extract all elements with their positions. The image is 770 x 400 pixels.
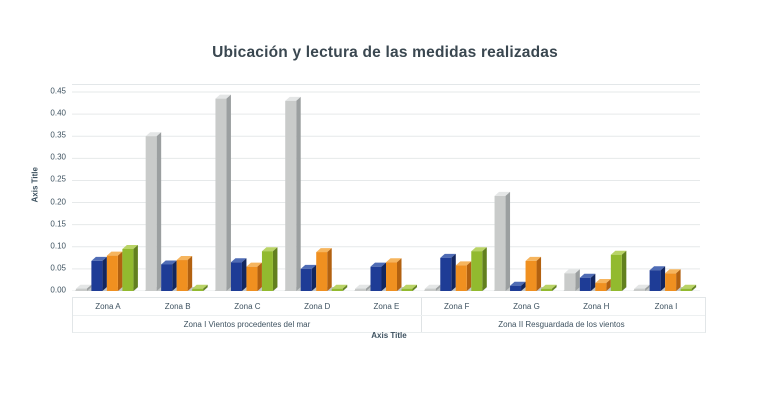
- bar-orange-zona-b: [176, 256, 193, 291]
- category-label-zona-b: Zona B: [164, 302, 191, 311]
- bar-gray-zona-g: [494, 191, 511, 291]
- bar-blue-zona-g: [510, 281, 526, 291]
- category-label-zona-d: Zona D: [304, 302, 331, 311]
- category-label-zona-c: Zona C: [234, 302, 261, 311]
- bar-gray-zona-a: [75, 284, 92, 291]
- plot-area: [72, 84, 700, 291]
- category-label-zona-f: Zona F: [444, 302, 470, 311]
- bar-gray-zona-i: [634, 284, 650, 291]
- bar-green-zona-i: [680, 284, 697, 291]
- category-label-zona-a: Zona A: [95, 302, 121, 311]
- bar-blue-zona-d: [300, 264, 317, 291]
- bar-green-zona-h: [610, 250, 627, 291]
- y-tick-label: 0.45: [50, 86, 66, 96]
- bar-green-zona-f: [471, 247, 487, 291]
- bar-gray-zona-h: [564, 269, 580, 291]
- y-tick-label: 0.40: [50, 108, 66, 118]
- y-tick-label: 0.25: [50, 174, 66, 184]
- y-tick-label: 0.10: [50, 241, 66, 251]
- category-group-label-1: Zona I Vientos procedentes del mar: [73, 316, 422, 332]
- bar-blue-zona-a: [91, 256, 107, 291]
- y-tick-label: 0.20: [50, 197, 66, 207]
- y-tick-label: 0.00: [50, 285, 66, 295]
- bar-gray-zona-c: [215, 94, 231, 291]
- category-label-zona-e: Zona E: [352, 298, 422, 315]
- bar-blue-zona-f: [440, 253, 456, 291]
- bar-blue-zona-h: [579, 273, 596, 291]
- bar-orange-zona-d: [316, 248, 332, 291]
- category-axis-table: Zona A Zona B Zona C Zona D Zona E Zona F Zona…: [72, 297, 706, 333]
- y-tick-label: 0.15: [50, 219, 66, 229]
- bar-orange-zona-a: [106, 251, 123, 291]
- bar-green-zona-b: [192, 284, 208, 291]
- bar-gray-zona-e: [355, 284, 371, 291]
- bar-chart-svg: [72, 91, 700, 291]
- category-group-row: Zona I Vientos procedentes del mar Zona I…: [73, 316, 705, 332]
- bar-green-zona-c: [261, 247, 278, 291]
- bar-orange-zona-h: [595, 279, 611, 291]
- bar-orange-zona-f: [455, 261, 472, 291]
- bar-green-zona-d: [331, 284, 348, 291]
- bar-blue-zona-c: [230, 258, 247, 291]
- category-label-row: Zona A Zona B Zona C Zona D Zona E Zona F Zona…: [73, 298, 705, 316]
- bar-green-zona-a: [122, 244, 138, 291]
- category-label-zona-i: Zona I: [654, 302, 678, 311]
- y-tick-label: 0.05: [50, 263, 66, 273]
- x-axis-title: Axis Title: [371, 331, 407, 340]
- chart-title: Ubicación y lectura de las medidas reali…: [212, 44, 558, 61]
- bar-gray-zona-d: [285, 96, 301, 291]
- bar-orange-zona-i: [665, 269, 681, 291]
- bar-blue-zona-e: [370, 262, 386, 291]
- category-label-zona-h: Zona H: [583, 302, 610, 311]
- y-tick-label: 0.35: [50, 130, 66, 140]
- category-label-zona-g: Zona G: [513, 302, 540, 311]
- bar-orange-zona-g: [525, 256, 542, 291]
- y-tick-label: 0.30: [50, 152, 66, 162]
- bar-gray-zona-b: [145, 132, 162, 291]
- category-group-label-2: Zona II Resguardada de los vientos: [498, 319, 625, 329]
- bar-blue-zona-i: [649, 266, 666, 291]
- bar-green-zona-e: [401, 284, 417, 291]
- bar-orange-zona-e: [386, 258, 402, 291]
- bar-blue-zona-b: [161, 260, 177, 291]
- bar-gray-zona-f: [424, 284, 441, 291]
- bar-orange-zona-c: [246, 262, 262, 291]
- bar-green-zona-g: [541, 284, 557, 291]
